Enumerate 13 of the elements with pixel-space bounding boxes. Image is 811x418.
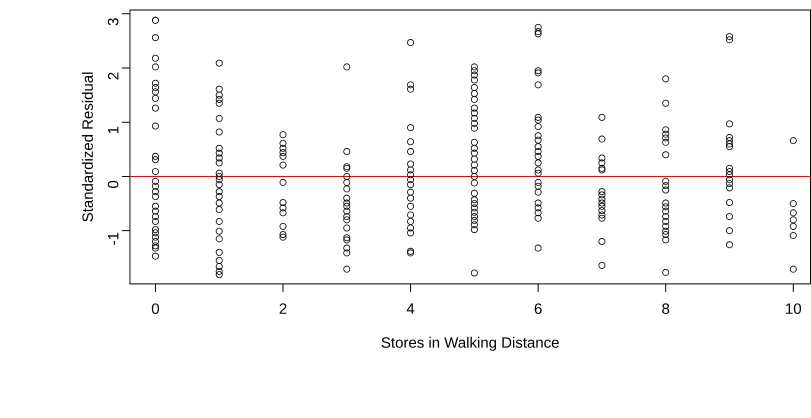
x-axis-title: Stores in Walking Distance — [382, 336, 559, 351]
y-tick-label: 1 — [108, 126, 118, 134]
x-tick-label: 8 — [662, 303, 670, 314]
y-tick-label: -1 — [108, 232, 118, 245]
y-tick-label: 3 — [108, 18, 118, 26]
y-tick-label: 0 — [108, 181, 118, 188]
x-tick-label: 2 — [280, 303, 286, 314]
x-tick-label: 0 — [152, 303, 160, 314]
y-tick-label: 2 — [108, 72, 118, 80]
x-tick-label: 6 — [534, 303, 542, 314]
x-tick-label: 10 — [786, 303, 802, 314]
y-axis-title: Standardized Residual — [82, 72, 93, 222]
x-tick-label: 4 — [406, 303, 414, 314]
